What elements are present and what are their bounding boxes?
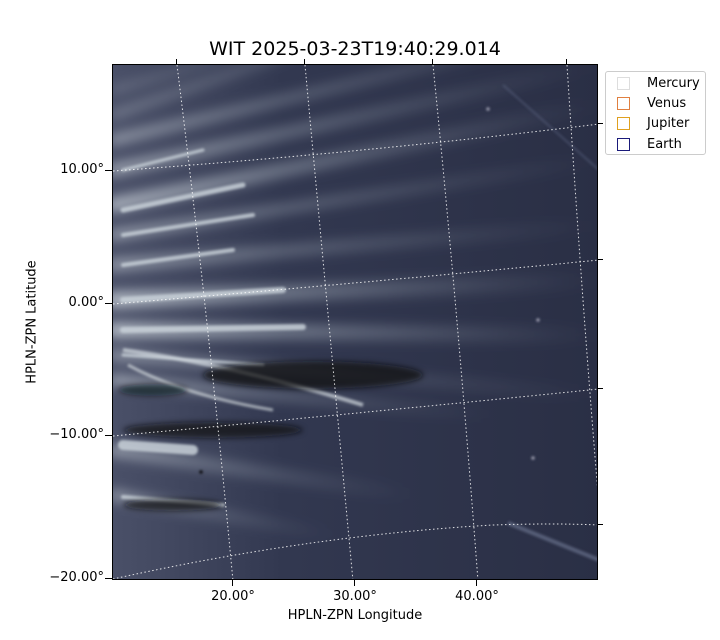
legend: Mercury Venus Jupiter Earth bbox=[605, 71, 706, 155]
longitude-gridline bbox=[432, 65, 479, 579]
dark-region bbox=[123, 422, 303, 438]
streamer-loop bbox=[127, 363, 274, 412]
streamer-glow bbox=[113, 65, 269, 119]
streamer-core bbox=[121, 148, 205, 172]
legend-swatch-jupiter bbox=[617, 116, 630, 130]
coordinate-grid bbox=[113, 65, 597, 579]
y-tick-mark bbox=[105, 435, 112, 436]
faint-streak bbox=[502, 84, 597, 170]
legend-label: Venus bbox=[647, 95, 687, 111]
y-tick-label: 10.00° bbox=[60, 162, 104, 177]
x-tick-label: 30.00° bbox=[333, 589, 377, 604]
legend-item-earth: Earth bbox=[617, 136, 682, 152]
latitude-gridline bbox=[113, 523, 597, 579]
star-dot bbox=[531, 456, 535, 460]
right-tick-mark bbox=[598, 259, 603, 260]
legend-item-mercury: Mercury bbox=[617, 75, 700, 91]
legend-swatch-mercury bbox=[617, 76, 630, 90]
legend-label: Mercury bbox=[647, 75, 700, 91]
x-tick-mark bbox=[232, 580, 233, 586]
streamer-core bbox=[120, 182, 246, 213]
coronagraph-image bbox=[113, 65, 597, 579]
legend-item-jupiter: Jupiter bbox=[617, 115, 689, 131]
top-tick-mark bbox=[566, 59, 567, 64]
top-tick-mark bbox=[432, 59, 433, 64]
latitude-gridline bbox=[113, 259, 597, 305]
top-tick-mark bbox=[176, 59, 177, 64]
legend-item-venus: Venus bbox=[617, 95, 686, 111]
faint-streak bbox=[507, 521, 597, 562]
y-tick-label: −20.00° bbox=[49, 570, 104, 585]
x-tick-mark bbox=[476, 580, 477, 586]
latitude-gridline bbox=[113, 123, 597, 172]
dark-region bbox=[123, 499, 223, 511]
streamer-core bbox=[120, 324, 306, 333]
streamer-core bbox=[118, 440, 198, 455]
y-tick-label: 0.00° bbox=[68, 295, 104, 310]
x-tick-mark bbox=[354, 580, 355, 586]
right-tick-mark bbox=[598, 524, 603, 525]
y-tick-mark bbox=[105, 303, 112, 304]
legend-label: Jupiter bbox=[647, 115, 690, 131]
streamer-glow bbox=[113, 219, 597, 271]
y-tick-label: −10.00° bbox=[49, 427, 104, 442]
top-tick-mark bbox=[304, 59, 305, 64]
streamer-glow bbox=[113, 98, 597, 212]
right-tick-mark bbox=[598, 388, 603, 389]
x-axis-label: HPLN-ZPN Longitude bbox=[287, 608, 423, 623]
latitude-gridline bbox=[113, 388, 597, 437]
solar-image-panel bbox=[112, 64, 598, 580]
longitude-gridline bbox=[304, 65, 354, 579]
right-tick-mark bbox=[598, 123, 603, 124]
star-dot bbox=[536, 318, 540, 322]
legend-swatch-venus bbox=[617, 96, 630, 110]
streamer-glow bbox=[113, 65, 452, 145]
star-dot bbox=[199, 470, 203, 474]
x-tick-label: 20.00° bbox=[211, 589, 255, 604]
legend-label: Earth bbox=[647, 136, 682, 152]
dark-region bbox=[118, 384, 188, 396]
y-tick-mark bbox=[105, 578, 112, 579]
dark-region bbox=[203, 361, 423, 389]
x-tick-label: 40.00° bbox=[455, 589, 499, 604]
y-tick-mark bbox=[105, 170, 112, 171]
streamer-core bbox=[120, 287, 286, 303]
streamer-glow bbox=[113, 444, 419, 501]
y-axis-label: HPLN-ZPN Latitude bbox=[24, 260, 40, 384]
streamer-core bbox=[121, 213, 255, 237]
plot-title: WIT 2025-03-23T19:40:29.014 bbox=[209, 38, 501, 60]
legend-swatch-earth bbox=[617, 137, 630, 151]
streamer-core bbox=[121, 248, 235, 267]
star-dot bbox=[486, 107, 490, 111]
streamer-glow bbox=[113, 65, 213, 93]
